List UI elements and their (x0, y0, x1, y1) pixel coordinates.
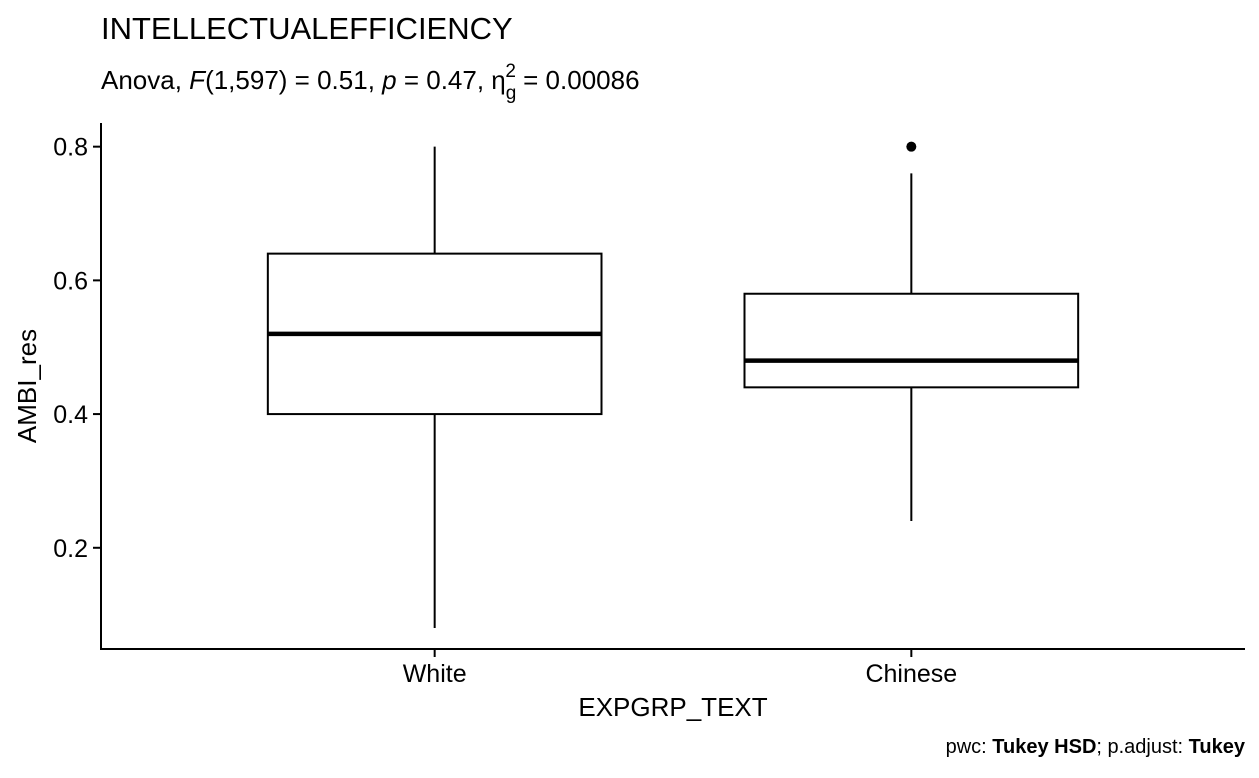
subtitle-effect-symbol: η (491, 65, 505, 95)
subtitle-p-value: = 0.47, (397, 65, 492, 95)
subtitle-prefix: Anova, (101, 65, 189, 95)
subtitle-effect-sub: g (506, 83, 517, 104)
subtitle-p-symbol: p (381, 65, 396, 95)
chart-subtitle: Anova, F(1,597) = 0.51, p = 0.47, ηg2 = … (101, 61, 640, 104)
caption: pwc: Tukey HSD; p.adjust: Tukey (946, 736, 1246, 758)
caption-adjust-value: Tukey (1189, 736, 1246, 758)
caption-pwc-value: Tukey HSD (992, 736, 1096, 758)
x-tick-label-0: White (403, 660, 467, 688)
y-tick-label-2: 0.6 (53, 267, 88, 295)
subtitle-dof: (1,597) (205, 65, 287, 95)
chart-title: INTELLECTUALEFFICIENCY (101, 11, 513, 46)
y-tick-label-0: 0.2 (53, 535, 88, 563)
y-axis-label: AMBI_res (12, 329, 42, 443)
subtitle-effect-sup: 2 (505, 61, 516, 82)
subtitle-stat-name: F (189, 65, 207, 95)
x-tick-label-1: Chinese (865, 660, 957, 688)
subtitle-effect-value: = 0.00086 (516, 65, 640, 95)
outlier-chinese-0 (906, 141, 917, 152)
subtitle-stat-value: = 0.51, (287, 65, 382, 95)
y-tick-label-3: 0.8 (53, 134, 88, 162)
x-axis-label: EXPGRP_TEXT (578, 692, 767, 722)
caption-pwc-label: pwc: (946, 736, 993, 758)
caption-sep: ; p.adjust: (1096, 736, 1188, 758)
box-chinese (743, 292, 1080, 389)
y-tick-label-1: 0.4 (53, 401, 88, 429)
plot-area: 0.2 0.4 0.6 0.8 White Chinese (53, 134, 1080, 688)
